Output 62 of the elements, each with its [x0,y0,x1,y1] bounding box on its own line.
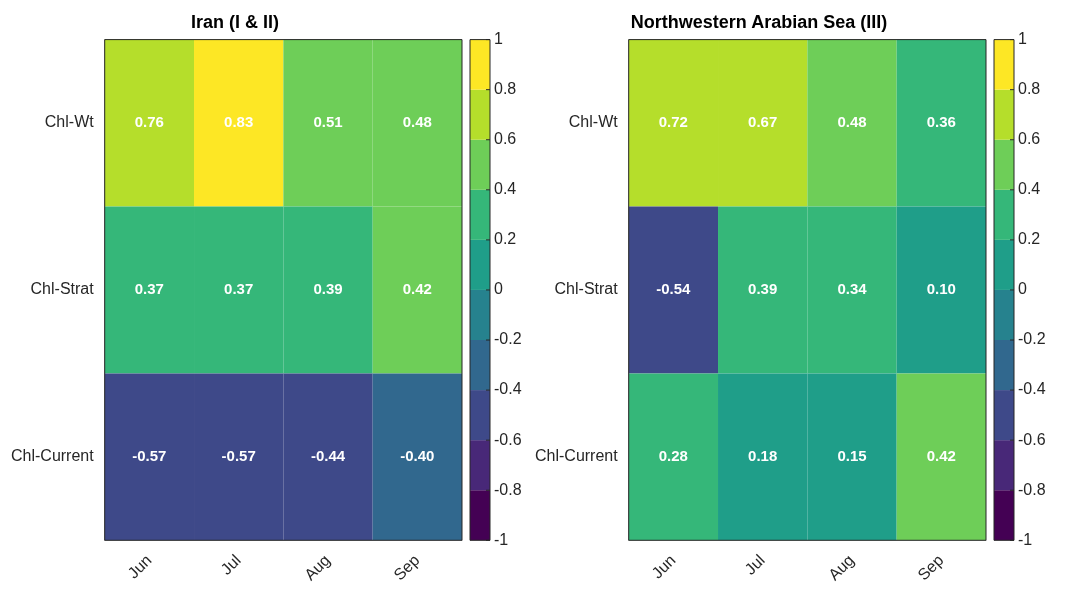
color-bar-label: 0.4 [494,180,517,198]
x-tick-label: Jul [741,551,768,578]
x-tick-label: Aug [301,551,334,584]
data-label: 0.10 [926,280,956,298]
x-tick-label: Jun [648,551,679,582]
data-label: 0.83 [224,113,254,131]
data-label: 0.76 [134,113,164,131]
color-bar-label: -0.4 [494,380,522,398]
data-label: 0.39 [748,280,778,298]
color-bar-label: 1 [494,30,503,48]
color-bar-label: -0.6 [494,430,522,448]
y-tick-label: Chl-Current [11,447,95,465]
color-bar-label: 0.8 [1018,80,1041,98]
data-label: 0.36 [926,113,956,131]
chart-title: Northwestern Arabian Sea (III) [630,11,888,32]
color-bar-label: -0.2 [494,330,522,348]
data-label: 0.72 [658,113,688,131]
data-label: 0.15 [837,446,867,464]
x-tick-label: Aug [825,551,858,584]
data-label: 0.67 [748,113,778,131]
data-label: 0.48 [837,113,867,131]
data-label: 0.39 [313,280,343,298]
data-label: 0.28 [658,446,688,464]
color-bar-label: 0.2 [1018,230,1041,248]
color-bar-label: 1 [1018,30,1027,48]
color-bar-label: -0.8 [494,480,522,498]
data-label: 0.51 [313,113,343,131]
color-bar-label: -0.4 [1018,380,1046,398]
chart-title: Iran (I & II) [190,11,280,32]
data-label: 0.34 [837,280,868,298]
color-bar-label: -1 [1018,530,1033,548]
data-label: -0.54 [656,280,692,298]
color-bar-label: 0.6 [494,130,517,148]
color-bar-label: 0 [1018,280,1027,298]
x-tick-label: Jul [217,551,244,578]
x-tick-label: Sep [914,551,947,584]
color-bar-label: -0.8 [1018,480,1046,498]
y-tick-label: Chl-Wt [568,113,619,131]
data-label: 0.48 [402,113,432,131]
x-tick-label: Jun [124,551,155,582]
data-label: 0.37 [224,280,254,298]
color-bar-label: 0.2 [494,230,517,248]
color-bar-label: 0 [494,280,503,298]
y-tick-label: Chl-Strat [554,280,619,298]
color-bar-label: -1 [494,530,509,548]
y-tick-label: Chl-Current [535,447,619,465]
data-label: -0.57 [221,446,256,464]
data-label: 0.42 [926,446,956,464]
data-label: -0.57 [132,446,167,464]
y-tick-label: Chl-Wt [44,113,95,131]
data-label: 0.37 [134,280,164,298]
color-bar-label: 0.6 [1018,130,1041,148]
x-tick-label: Sep [390,551,423,584]
color-bar-label: -0.2 [1018,330,1046,348]
y-tick-label: Chl-Strat [30,280,95,298]
data-label: -0.40 [400,446,435,464]
data-label: 0.18 [748,446,778,464]
data-label: -0.44 [310,446,346,464]
data-label: 0.42 [402,280,432,298]
color-bar-label: 0.8 [494,80,517,98]
color-bar-label: -0.6 [1018,430,1046,448]
color-bar-label: 0.4 [1018,180,1041,198]
